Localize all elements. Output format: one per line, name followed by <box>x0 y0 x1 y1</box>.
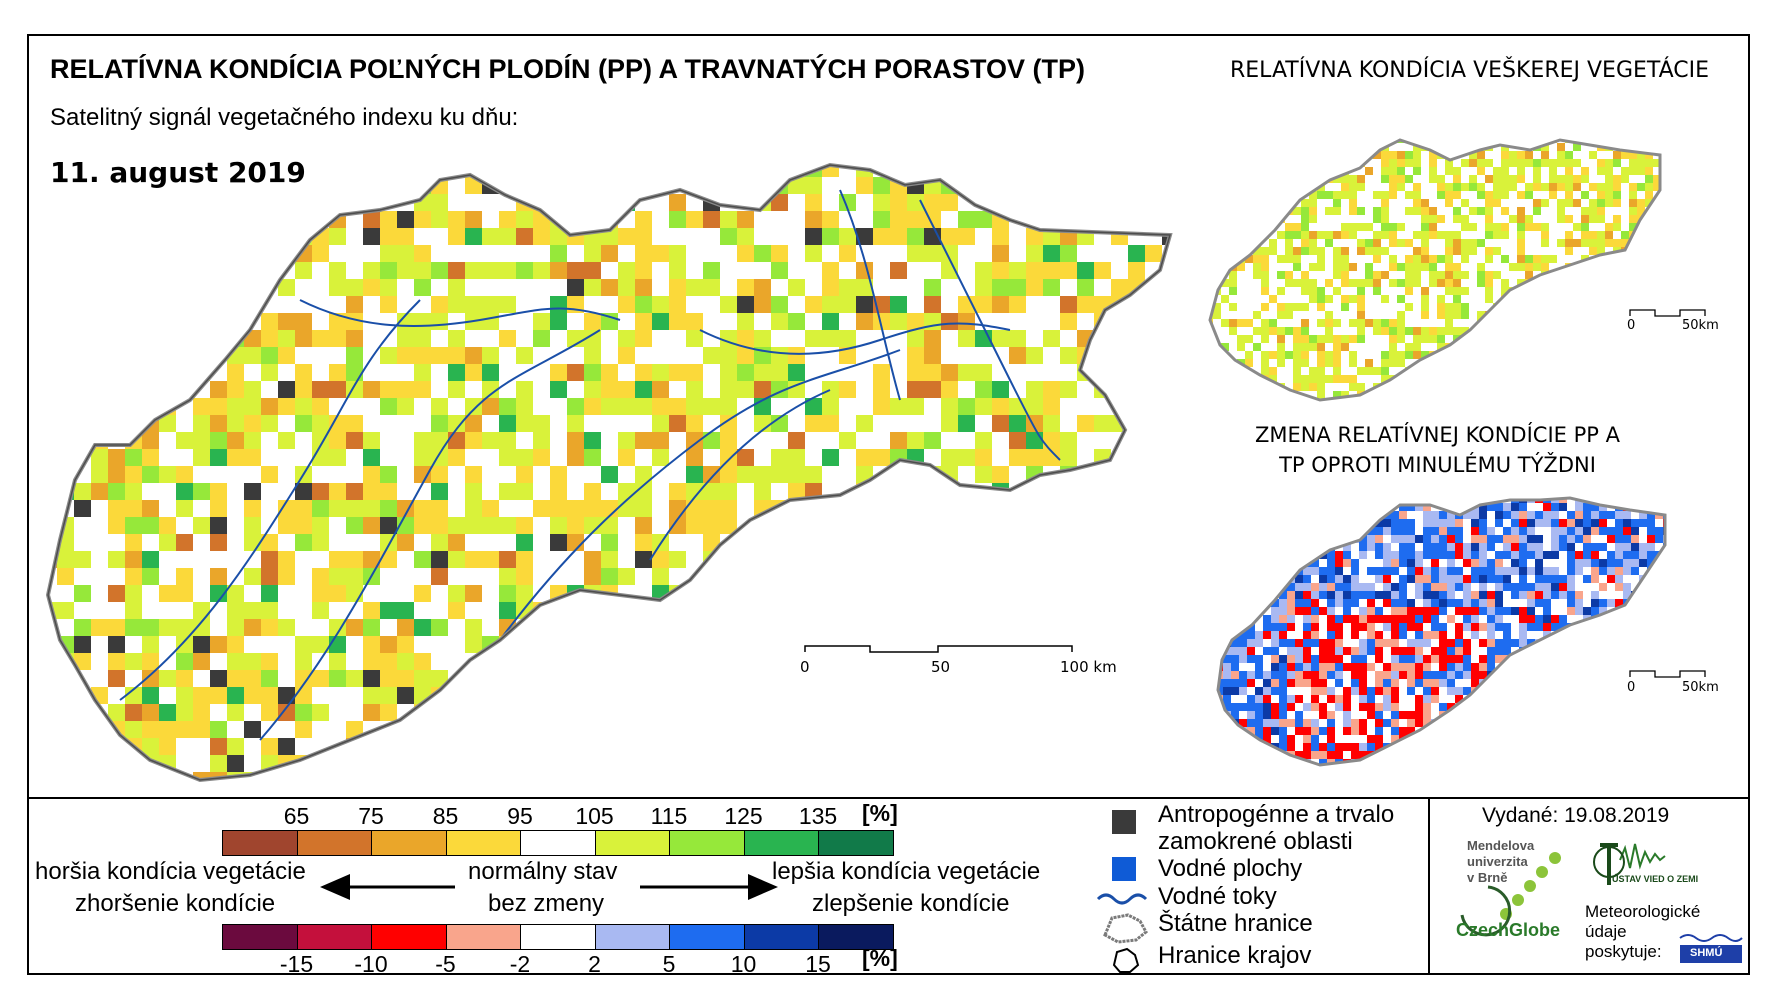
condition-swatch <box>520 830 596 856</box>
change-tick: 2 <box>588 951 601 977</box>
condition-tick: 105 <box>575 803 614 829</box>
meteo-provider-text: Meteorologické údaje poskytuje: <box>1585 902 1701 961</box>
condition-swatch <box>669 830 745 856</box>
small-bottom-border <box>1216 496 1667 767</box>
change-tick: -5 <box>435 951 456 977</box>
condition-tick: 85 <box>432 803 459 829</box>
region-borders-label: Hranice krajov <box>1158 942 1312 969</box>
condition-swatch <box>818 830 894 856</box>
condition-swatch <box>445 830 521 856</box>
change-tick: 5 <box>662 951 676 977</box>
change-swatch <box>222 924 298 950</box>
rivers-label: Vodné toky <box>1158 883 1277 910</box>
normal-state-label: normálny stav <box>468 858 618 885</box>
condition-swatch <box>296 830 372 856</box>
change-swatch <box>669 924 745 950</box>
date-label: 11. august 2019 <box>50 156 306 189</box>
condition-tick: 95 <box>507 803 533 829</box>
small-bottom-scale-0: 0 <box>1627 680 1636 695</box>
change-swatch <box>743 924 819 950</box>
map-frame <box>27 34 1750 975</box>
main-rivers <box>119 189 1061 741</box>
page-title: RELATÍVNA KONDÍCIA POĽNÝCH PLODÍN (PP) A… <box>50 54 1086 84</box>
condition-swatch <box>222 830 298 856</box>
shmu-logo <box>1679 934 1743 963</box>
better-condition-label: lepšia kondícia vegetácie <box>772 858 1041 885</box>
main-scalebar <box>804 645 1073 653</box>
change-unit: [%] <box>862 945 898 971</box>
region-outline-icon <box>1112 947 1140 973</box>
anthropogenic-label-2: zamokrené oblasti <box>1158 828 1353 855</box>
anthropogenic-label: Antropogénne a trvalo <box>1158 801 1395 828</box>
small-top-scale-50: 50km <box>1682 318 1719 333</box>
issue-divider <box>1428 797 1430 975</box>
condition-tick: 125 <box>724 803 763 829</box>
condition-tick: 115 <box>650 803 688 829</box>
river-line-icon <box>1096 893 1148 905</box>
no-change-label: bez zmeny <box>488 890 605 917</box>
change-swatch <box>594 924 670 950</box>
side-map-title-bottom: ZMENA RELATÍVNEJ KONDÍCIE PP A TP OPROTI… <box>1255 423 1620 477</box>
condition-tick: 135 <box>798 803 838 829</box>
side-map-title-top: RELATÍVNA KONDÍCIA VEŠKEREJ VEGETÁCIE <box>1230 58 1710 83</box>
worse-arrow <box>320 874 455 900</box>
state-borders-label: Štátne hranice <box>1158 910 1313 937</box>
better-change-label: zlepšenie kondície <box>812 890 1010 917</box>
condition-unit: [%] <box>862 800 898 826</box>
water-bodies-label: Vodné plochy <box>1158 855 1303 882</box>
small-top-border <box>1208 138 1662 402</box>
czechglobe-logo-arc <box>1460 885 1512 937</box>
change-swatch <box>818 924 894 950</box>
change-swatch <box>445 924 521 950</box>
issue-date: Vydané: 19.08.2019 <box>1482 804 1670 827</box>
ustav-logo-text: ÚSTAV VIED O ZEMI <box>1612 874 1699 884</box>
mendel-logo-text: Mendelova univerzita v Brně <box>1467 838 1535 885</box>
better-arrow <box>640 874 778 900</box>
main-scale-50: 50 <box>931 658 951 676</box>
main-scale-0: 0 <box>800 658 810 676</box>
main-scale-100: 100 km <box>1060 658 1117 676</box>
page-subtitle: Satelitný signál vegetačného indexu ku d… <box>50 104 519 131</box>
small-top-scale-0: 0 <box>1627 318 1636 333</box>
change-tick: 10 <box>730 951 757 977</box>
legend-divider <box>27 797 1750 799</box>
small-top-scalebar <box>1629 309 1706 317</box>
shmu-logo-text: SHMÚ <box>1690 947 1723 959</box>
vegetation-condition-map <box>1210 140 1660 400</box>
change-tick: -2 <box>509 951 531 977</box>
change-swatch <box>520 924 596 950</box>
blue-square-icon <box>1112 857 1136 881</box>
border-outline-icon <box>1103 913 1148 944</box>
change-tick: -10 <box>354 951 388 977</box>
condition-swatch <box>371 830 447 856</box>
condition-tick: 75 <box>358 803 384 829</box>
ustav-logo <box>1593 843 1666 885</box>
dark-square-icon <box>1112 810 1136 834</box>
worse-change-label: zhoršenie kondície <box>75 890 276 917</box>
small-bottom-scale-50: 50km <box>1682 680 1719 695</box>
worse-condition-label: horšia kondícia vegetácie <box>35 858 306 885</box>
change-swatch <box>296 924 372 950</box>
czechglobe-logo-text: CzechGlobe <box>1456 920 1561 940</box>
small-bottom-scalebar <box>1629 670 1706 678</box>
condition-change-map <box>1218 498 1665 765</box>
condition-swatch <box>743 830 819 856</box>
condition-swatch <box>594 830 670 856</box>
change-tick: -15 <box>279 951 314 977</box>
change-swatch <box>371 924 447 950</box>
change-tick: 15 <box>805 951 831 977</box>
condition-tick: 65 <box>283 803 310 829</box>
